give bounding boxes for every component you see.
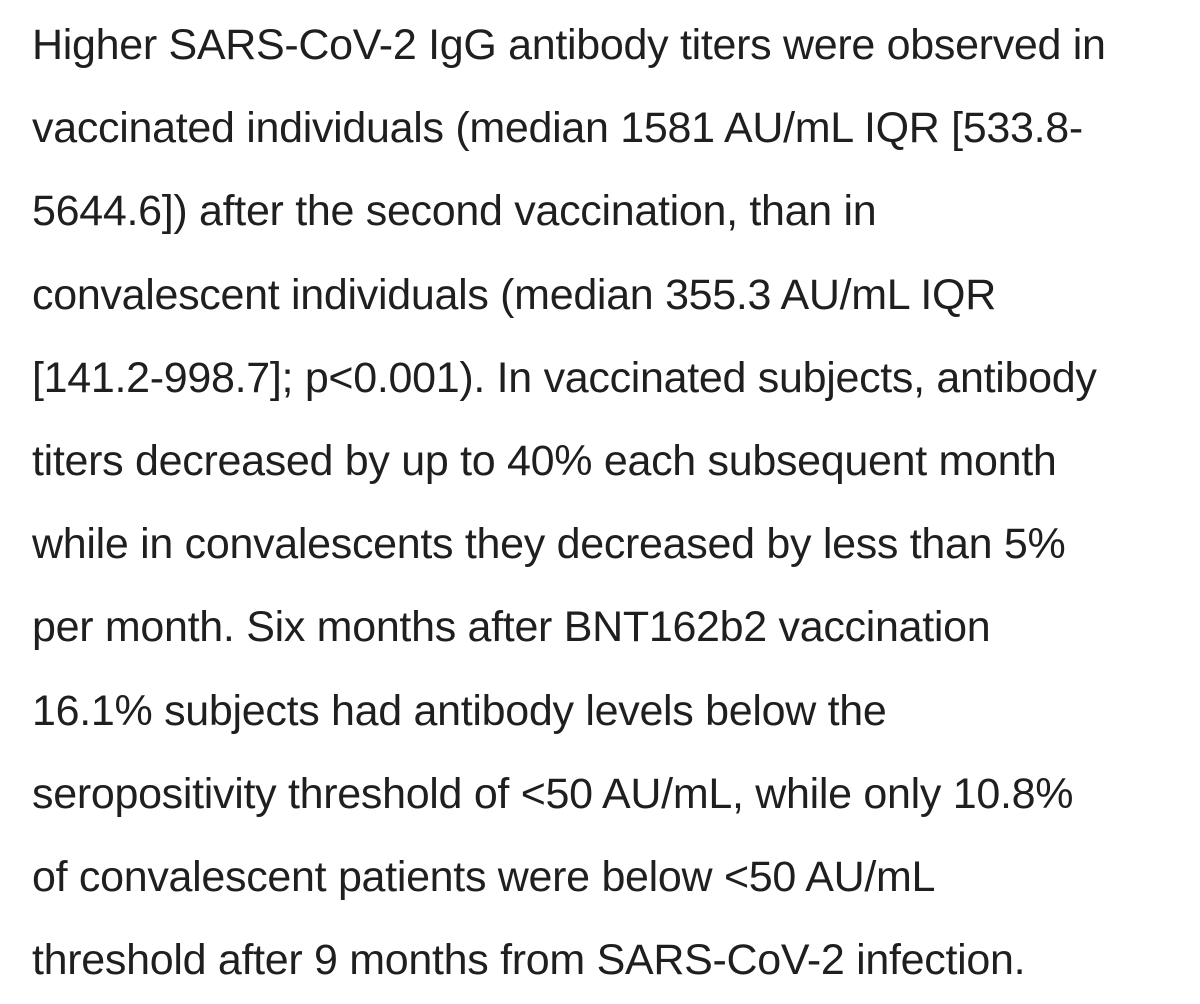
paragraph-line: titers decreased by up to 40% each subse… [32, 436, 1057, 485]
paragraph-line: threshold after 9 months from SARS-CoV-2… [32, 936, 1026, 985]
paragraph-line: 16.1% subjects had antibody levels below… [32, 686, 887, 735]
paragraph-line: of convalescent patients were below <50 … [32, 852, 936, 901]
paragraph-line: Higher SARS-CoV-2 IgG antibody titers we… [32, 21, 1106, 69]
paragraph-line: while in convalescents they decreased by… [32, 520, 1066, 569]
paragraph-line: convalescent individuals (median 355.3 A… [32, 270, 996, 319]
document-paragraph: Higher SARS-CoV-2 IgG antibody titers we… [32, 0, 1192, 1002]
paragraph-line: per month. Six months after BNT162b2 vac… [32, 603, 991, 652]
paragraph-line: seropositivity threshold of <50 AU/mL, w… [32, 769, 1074, 818]
paragraph-line: vaccinated individuals (median 1581 AU/m… [32, 104, 1083, 153]
paragraph-line: 5644.6]) after the second vaccination, t… [32, 187, 877, 236]
paragraph-line: [141.2-998.7]; p<0.001). In vaccinated s… [32, 353, 1097, 402]
